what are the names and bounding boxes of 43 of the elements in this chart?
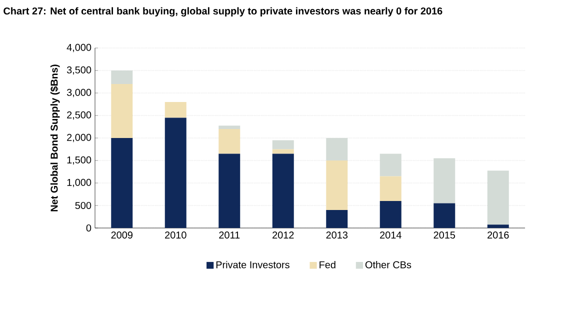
x-tick-label: 2016 bbox=[488, 232, 509, 239]
bar bbox=[272, 154, 294, 228]
chart-title: Chart 27: Net of central bank buying, global supply to private investors was nearly 0 for 2016 bbox=[4, 7, 442, 17]
bar bbox=[434, 158, 456, 204]
y-tick-label: 1,500 bbox=[67, 156, 92, 165]
x-tick-label: 2010 bbox=[165, 232, 186, 239]
x-tick-label: 2015 bbox=[434, 232, 456, 239]
bar bbox=[326, 210, 348, 228]
y-axis-title: Net Global Bond Supply ($Bns) bbox=[50, 64, 60, 212]
bar bbox=[164, 102, 186, 118]
y-tick-label: 2,500 bbox=[67, 111, 92, 120]
bar bbox=[111, 84, 133, 138]
bar bbox=[326, 138, 348, 160]
y-tick-label: 2,000 bbox=[67, 134, 92, 142]
y-tick-label: 500 bbox=[75, 202, 92, 210]
bar bbox=[434, 203, 456, 228]
bar bbox=[111, 138, 133, 228]
bar bbox=[218, 126, 240, 129]
bar bbox=[272, 140, 294, 150]
bar bbox=[326, 160, 348, 210]
bar bbox=[218, 129, 240, 154]
y-tick-label: 1,000 bbox=[67, 178, 92, 188]
x-tick-label: 2009 bbox=[111, 232, 132, 239]
y-tick-label: 0 bbox=[86, 224, 92, 232]
legend-label: Other CBs bbox=[365, 260, 412, 268]
legend-label: Fed bbox=[320, 260, 336, 268]
y-tick-label: 4,000 bbox=[66, 44, 92, 52]
legend-label: Private Investors bbox=[216, 260, 290, 268]
x-tick-label: 2012 bbox=[272, 232, 294, 239]
bar bbox=[487, 224, 509, 228]
bar bbox=[380, 201, 402, 228]
y-tick-label: 3,500 bbox=[66, 66, 92, 75]
x-tick-label: 2014 bbox=[380, 232, 402, 239]
bar bbox=[272, 149, 294, 154]
x-tick-label: 2013 bbox=[326, 232, 348, 239]
bar bbox=[380, 176, 402, 201]
bar bbox=[487, 170, 509, 225]
bar bbox=[380, 154, 402, 176]
bar bbox=[164, 118, 186, 228]
y-tick-label: 3,000 bbox=[66, 88, 92, 98]
x-tick-label: 2011 bbox=[219, 232, 240, 239]
bar bbox=[218, 154, 240, 228]
bar bbox=[111, 70, 133, 84]
